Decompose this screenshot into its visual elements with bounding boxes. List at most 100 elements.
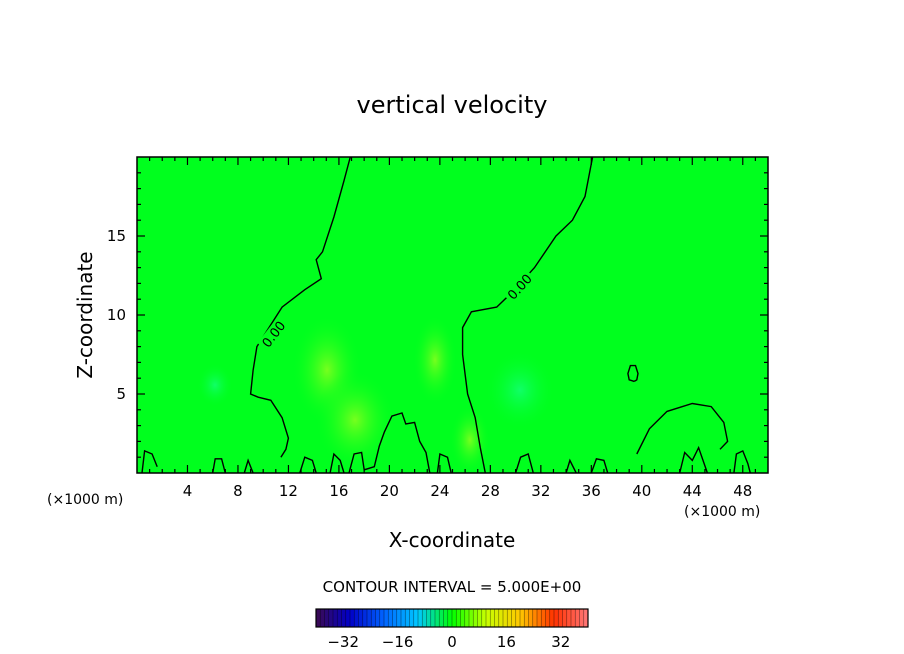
colorbar-cell xyxy=(541,609,546,627)
colorbar-cell xyxy=(537,609,542,627)
x-tick-label: 24 xyxy=(430,482,449,500)
colorbar-cell xyxy=(571,609,576,627)
colorbar-cell xyxy=(324,609,330,627)
plot-area xyxy=(137,157,768,473)
colorbar-cell xyxy=(413,609,419,627)
colorbar-cell xyxy=(469,609,474,627)
colorbar-cell xyxy=(375,609,381,627)
colorbar-cell xyxy=(532,609,538,627)
contour-line xyxy=(436,452,452,473)
colorbar-cell xyxy=(477,609,483,627)
colorbar-cell xyxy=(345,609,351,627)
colorbar-tick-label: −32 xyxy=(327,633,359,651)
contour-line xyxy=(514,453,534,473)
colorbar-tick-label: 16 xyxy=(497,633,516,651)
contour-line xyxy=(299,456,317,473)
x-units-left: (×1000 m) xyxy=(47,492,123,508)
colorbar-cell xyxy=(337,609,342,627)
colorbar-cell xyxy=(358,609,364,627)
colorbar-cell xyxy=(464,609,470,627)
colorbar-cell xyxy=(379,609,385,627)
contour-line xyxy=(141,449,158,473)
chart-title: vertical velocity xyxy=(357,91,548,119)
colorbar-cell xyxy=(583,609,589,627)
x-axis-label: X-coordinate xyxy=(389,528,516,552)
x-tick-label: 4 xyxy=(183,482,193,500)
colorbar-cell xyxy=(486,609,491,627)
colorbar-cell xyxy=(341,609,347,627)
contour-line xyxy=(590,457,609,473)
contour-line xyxy=(329,452,345,473)
shading-blob xyxy=(413,315,457,405)
colorbar-cell xyxy=(316,609,321,627)
shading-blob xyxy=(450,405,490,473)
contour-line xyxy=(461,157,594,473)
colorbar-cell xyxy=(524,609,529,627)
colorbar-tick-label: −16 xyxy=(382,633,414,651)
contour-line xyxy=(212,458,226,473)
x-tick-label: 36 xyxy=(582,482,601,500)
colorbar-cell xyxy=(562,609,568,627)
colorbar-cell xyxy=(439,609,444,627)
colorbar-cell xyxy=(520,609,525,627)
colorbar-cell xyxy=(422,609,427,627)
x-tick-label: 44 xyxy=(683,482,702,500)
x-tick-label: 8 xyxy=(233,482,243,500)
x-tick-label: 48 xyxy=(733,482,752,500)
x-tick-label: 12 xyxy=(279,482,298,500)
colorbar-cell xyxy=(409,609,415,627)
colorbar-cell xyxy=(430,609,436,627)
colorbar-cell xyxy=(392,609,398,627)
colorbar-cell xyxy=(473,609,478,627)
contour-line xyxy=(733,449,751,473)
colorbar-cell xyxy=(511,609,517,627)
colorbar-cell xyxy=(460,609,466,627)
colorbar-cell xyxy=(333,609,338,627)
colorbar-cell xyxy=(354,609,359,627)
colorbar-cell xyxy=(443,609,449,627)
x-tick-label: 40 xyxy=(632,482,651,500)
colorbar-cell xyxy=(549,609,555,627)
colorbar-cell xyxy=(405,609,410,627)
colorbar-cell xyxy=(498,609,504,627)
colorbar-cell xyxy=(362,609,368,627)
colorbar-cell xyxy=(554,609,559,627)
contour-line xyxy=(243,458,254,473)
colorbar-cell xyxy=(456,609,461,627)
x-units-right: (×1000 m) xyxy=(684,504,760,520)
y-axis-label: Z-coordinate xyxy=(73,251,97,378)
colorbar-cell xyxy=(503,609,508,627)
shading-blob xyxy=(315,370,395,470)
x-tick-label: 28 xyxy=(481,482,500,500)
x-tick-label: 16 xyxy=(329,482,348,500)
y-tick-label: 15 xyxy=(107,227,126,245)
x-tick-label: 32 xyxy=(531,482,550,500)
colorbar xyxy=(315,608,589,628)
colorbar-cell xyxy=(371,609,376,627)
colorbar-cell xyxy=(384,609,389,627)
colorbar-cell xyxy=(320,609,325,627)
colorbar-tick-label: 0 xyxy=(447,633,457,651)
colorbar-cell xyxy=(426,609,432,627)
colorbar-cell xyxy=(545,609,551,627)
colorbar-cell xyxy=(575,609,580,627)
y-tick-label: 5 xyxy=(116,385,126,403)
colorbar-frame xyxy=(315,608,589,628)
contour-line xyxy=(627,364,639,383)
colorbar-cell xyxy=(528,609,534,627)
y-tick-label: 10 xyxy=(107,306,126,324)
contour-line xyxy=(565,458,577,473)
colorbar-cell xyxy=(418,609,423,627)
colorbar-cell xyxy=(507,609,512,627)
shading-blob xyxy=(197,363,233,407)
colorbar-cell xyxy=(401,609,406,627)
colorbar-cell xyxy=(481,609,487,627)
colorbar-cell xyxy=(515,609,521,627)
colorbar-cell xyxy=(328,609,334,627)
colorbar-cell xyxy=(579,609,585,627)
colorbar-cell xyxy=(566,609,572,627)
shading-blob xyxy=(485,350,555,430)
colorbar-cell xyxy=(490,609,495,627)
contour-line xyxy=(348,412,431,473)
